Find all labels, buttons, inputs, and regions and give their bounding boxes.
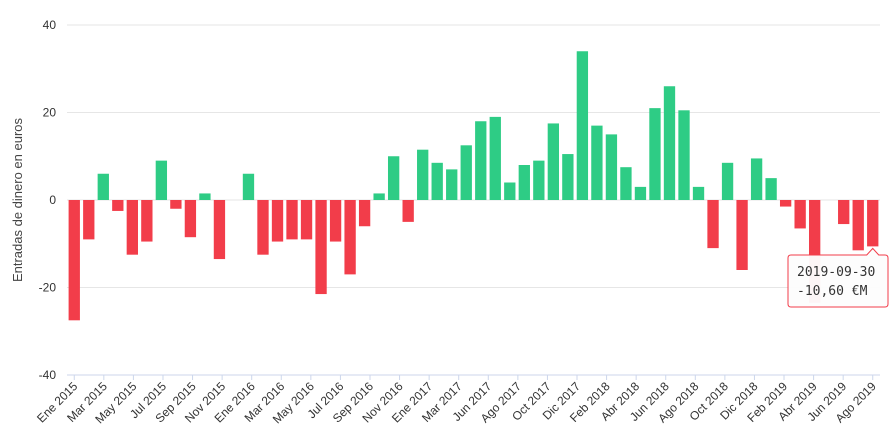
bar[interactable] [446, 169, 458, 201]
bar[interactable] [329, 200, 342, 242]
bar[interactable] [736, 200, 748, 270]
bar[interactable] [271, 200, 284, 242]
bar[interactable] [489, 116, 501, 201]
bar[interactable] [68, 200, 80, 321]
bar[interactable] [373, 193, 385, 200]
bar[interactable] [300, 200, 313, 240]
bar[interactable] [867, 200, 879, 247]
y-tick-label: 40 [43, 18, 57, 32]
bars [68, 51, 879, 321]
bar[interactable] [387, 156, 400, 200]
bar[interactable] [199, 193, 211, 200]
bar[interactable] [155, 160, 168, 201]
y-axis-ticks: -40 -20 0 20 40 [39, 18, 57, 382]
bar[interactable] [809, 200, 821, 303]
bar[interactable] [417, 149, 429, 200]
bar[interactable] [605, 134, 618, 201]
bar[interactable] [83, 200, 95, 240]
bar[interactable] [475, 121, 487, 200]
bar[interactable] [460, 145, 472, 200]
bar[interactable] [838, 200, 850, 225]
bar[interactable] [779, 200, 792, 207]
bar[interactable] [170, 200, 182, 209]
bar[interactable] [257, 200, 269, 255]
tooltip-box [787, 247, 889, 308]
y-tick-label: -40 [39, 368, 57, 382]
bar[interactable] [141, 200, 153, 242]
bar[interactable] [315, 200, 327, 295]
bar[interactable] [242, 173, 255, 200]
bar[interactable] [533, 160, 545, 201]
bar[interactable] [765, 178, 777, 201]
bar[interactable] [649, 108, 661, 201]
bar[interactable] [213, 200, 226, 260]
bar[interactable] [112, 200, 124, 211]
bar[interactable] [562, 154, 574, 200]
bar[interactable] [286, 200, 298, 240]
bar[interactable] [591, 125, 603, 200]
y-axis-label: Entradas de dinero en euros [10, 117, 25, 282]
bar[interactable] [184, 200, 197, 238]
tooltip: 2019-09-30 -10,60 €M [787, 247, 889, 308]
bar[interactable] [97, 173, 109, 200]
bar[interactable] [707, 200, 719, 249]
bar[interactable] [721, 162, 734, 200]
y-tick-label: -20 [39, 281, 57, 295]
tooltip-date: 2019-09-30 [797, 265, 875, 280]
bar[interactable] [518, 165, 530, 200]
y-tick-label: 0 [49, 193, 56, 207]
bar[interactable] [692, 186, 705, 201]
bar[interactable] [504, 182, 516, 201]
bar[interactable] [344, 200, 356, 275]
bar[interactable] [126, 200, 138, 255]
bar[interactable] [576, 51, 589, 200]
tooltip-value: -10,60 €M [797, 284, 868, 299]
bar[interactable] [678, 110, 690, 200]
bar[interactable] [547, 123, 560, 200]
bar[interactable] [620, 167, 632, 200]
bar[interactable] [852, 200, 864, 251]
bar[interactable] [431, 162, 443, 200]
bar[interactable] [402, 200, 414, 222]
bar[interactable] [358, 200, 371, 227]
bar[interactable] [663, 86, 676, 200]
bar[interactable] [750, 158, 763, 200]
bar[interactable] [634, 186, 647, 201]
bar[interactable] [794, 200, 806, 229]
y-tick-label: 20 [43, 106, 57, 120]
